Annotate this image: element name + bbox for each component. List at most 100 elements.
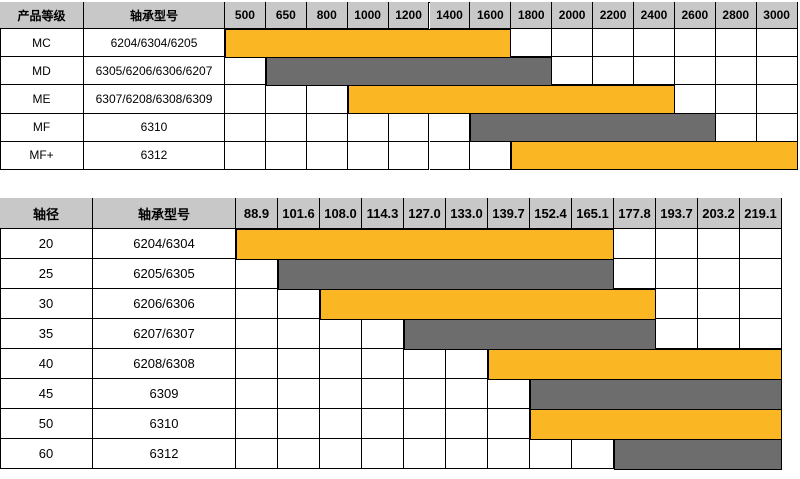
grid-cell	[278, 439, 320, 469]
grid-cell	[362, 319, 404, 349]
header-column: 1800	[511, 2, 553, 29]
header-column: 1600	[470, 2, 512, 29]
header-column: 800	[306, 2, 348, 29]
header-column: 2000	[552, 2, 594, 29]
range-bar	[530, 408, 782, 440]
grid-cell	[756, 29, 798, 58]
grid-cell	[756, 113, 798, 142]
row-model: 6207/6307	[93, 319, 236, 349]
header-level: 产品等级	[0, 2, 84, 29]
header-column: 2600	[674, 2, 716, 29]
header-column: 114.3	[362, 198, 404, 229]
conveyor-roller-grade-table: 产品等级 轴承型号 500 650 800 1000 1200 1400 1600 1800 200…	[0, 2, 798, 171]
grid-cell	[429, 141, 471, 170]
grid-cell	[320, 379, 362, 409]
grid-cell	[320, 349, 362, 379]
grid-cell	[715, 57, 757, 86]
grid-cell	[362, 439, 404, 469]
row-model: 6208/6308	[93, 349, 236, 379]
row-level: 25	[0, 259, 93, 289]
header-level: 轴径	[0, 198, 93, 229]
row-level: MC	[0, 29, 84, 58]
row-level: 40	[0, 349, 93, 379]
range-bar	[614, 438, 782, 470]
grid-cell	[388, 113, 430, 142]
header-column: 500	[225, 2, 266, 29]
grid-cell	[593, 57, 634, 86]
header-column: 177.8	[614, 198, 656, 229]
grid-cell	[320, 439, 362, 469]
grid-cell	[674, 85, 716, 114]
grid-cell	[388, 141, 430, 170]
grid-cell	[446, 379, 488, 409]
grid-cell	[656, 259, 698, 289]
grid-cell	[347, 141, 389, 170]
grid-cell	[429, 113, 471, 142]
grid-cell	[225, 57, 266, 86]
row-model: 6312	[93, 439, 236, 469]
header-column: 101.6	[278, 198, 320, 229]
grid-cell	[756, 57, 798, 86]
header-column: 1200	[388, 2, 430, 29]
grid-cell	[404, 349, 446, 379]
header-column: 2800	[715, 2, 757, 29]
grid-cell	[347, 113, 389, 142]
grid-cell	[236, 409, 278, 439]
header-column: 3000	[756, 2, 798, 29]
grid-cell	[404, 379, 446, 409]
row-level: 30	[0, 289, 93, 319]
grid-cell	[225, 141, 266, 170]
grid-cell	[320, 319, 362, 349]
row-level: 60	[0, 439, 93, 469]
grid-cell	[446, 409, 488, 439]
grid-cell	[634, 29, 675, 58]
range-bar	[488, 348, 782, 380]
header-column: 1400	[429, 2, 471, 29]
row-model: 6305/6206/6306/6207	[84, 57, 225, 86]
grid-cell	[698, 259, 740, 289]
grid-cell	[225, 85, 266, 114]
grid-cell	[740, 289, 782, 319]
grid-cell	[530, 439, 572, 469]
row-level: ME	[0, 85, 84, 114]
row-model: 6204/6304/6205	[84, 29, 225, 58]
grid-cell	[756, 85, 798, 114]
row-model: 6307/6208/6308/6309	[84, 85, 225, 114]
row-level: MF+	[0, 141, 84, 170]
grid-cell	[488, 409, 530, 439]
grid-cell	[470, 141, 512, 170]
grid-cell	[306, 85, 348, 114]
grid-cell	[656, 319, 698, 349]
grid-cell	[634, 57, 675, 86]
grid-cell	[488, 379, 530, 409]
grid-cell	[265, 85, 307, 114]
range-bar	[236, 228, 614, 260]
grid-cell	[236, 289, 278, 319]
range-bar	[347, 84, 675, 115]
grid-cell	[278, 289, 320, 319]
header-column: 2200	[593, 2, 634, 29]
grid-cell	[614, 229, 656, 259]
row-level: MF	[0, 113, 84, 142]
row-model: 6310	[93, 409, 236, 439]
row-level: 45	[0, 379, 93, 409]
range-bar	[225, 28, 512, 58]
header-model: 轴承型号	[84, 2, 225, 29]
grid-cell	[656, 289, 698, 319]
grid-cell	[306, 113, 348, 142]
grid-cell	[306, 141, 348, 170]
grid-cell	[740, 259, 782, 289]
grid-cell	[740, 229, 782, 259]
range-bar	[278, 258, 614, 290]
row-level: 20	[0, 229, 93, 259]
grid-cell	[698, 319, 740, 349]
row-level: 50	[0, 409, 93, 439]
row-model: 6309	[93, 379, 236, 409]
range-bar	[511, 141, 798, 171]
grid-cell	[265, 113, 307, 142]
grid-cell	[674, 29, 716, 58]
grid-cell	[614, 259, 656, 289]
grid-cell	[362, 379, 404, 409]
range-bar	[470, 113, 716, 143]
header-column: 152.4	[530, 198, 572, 229]
